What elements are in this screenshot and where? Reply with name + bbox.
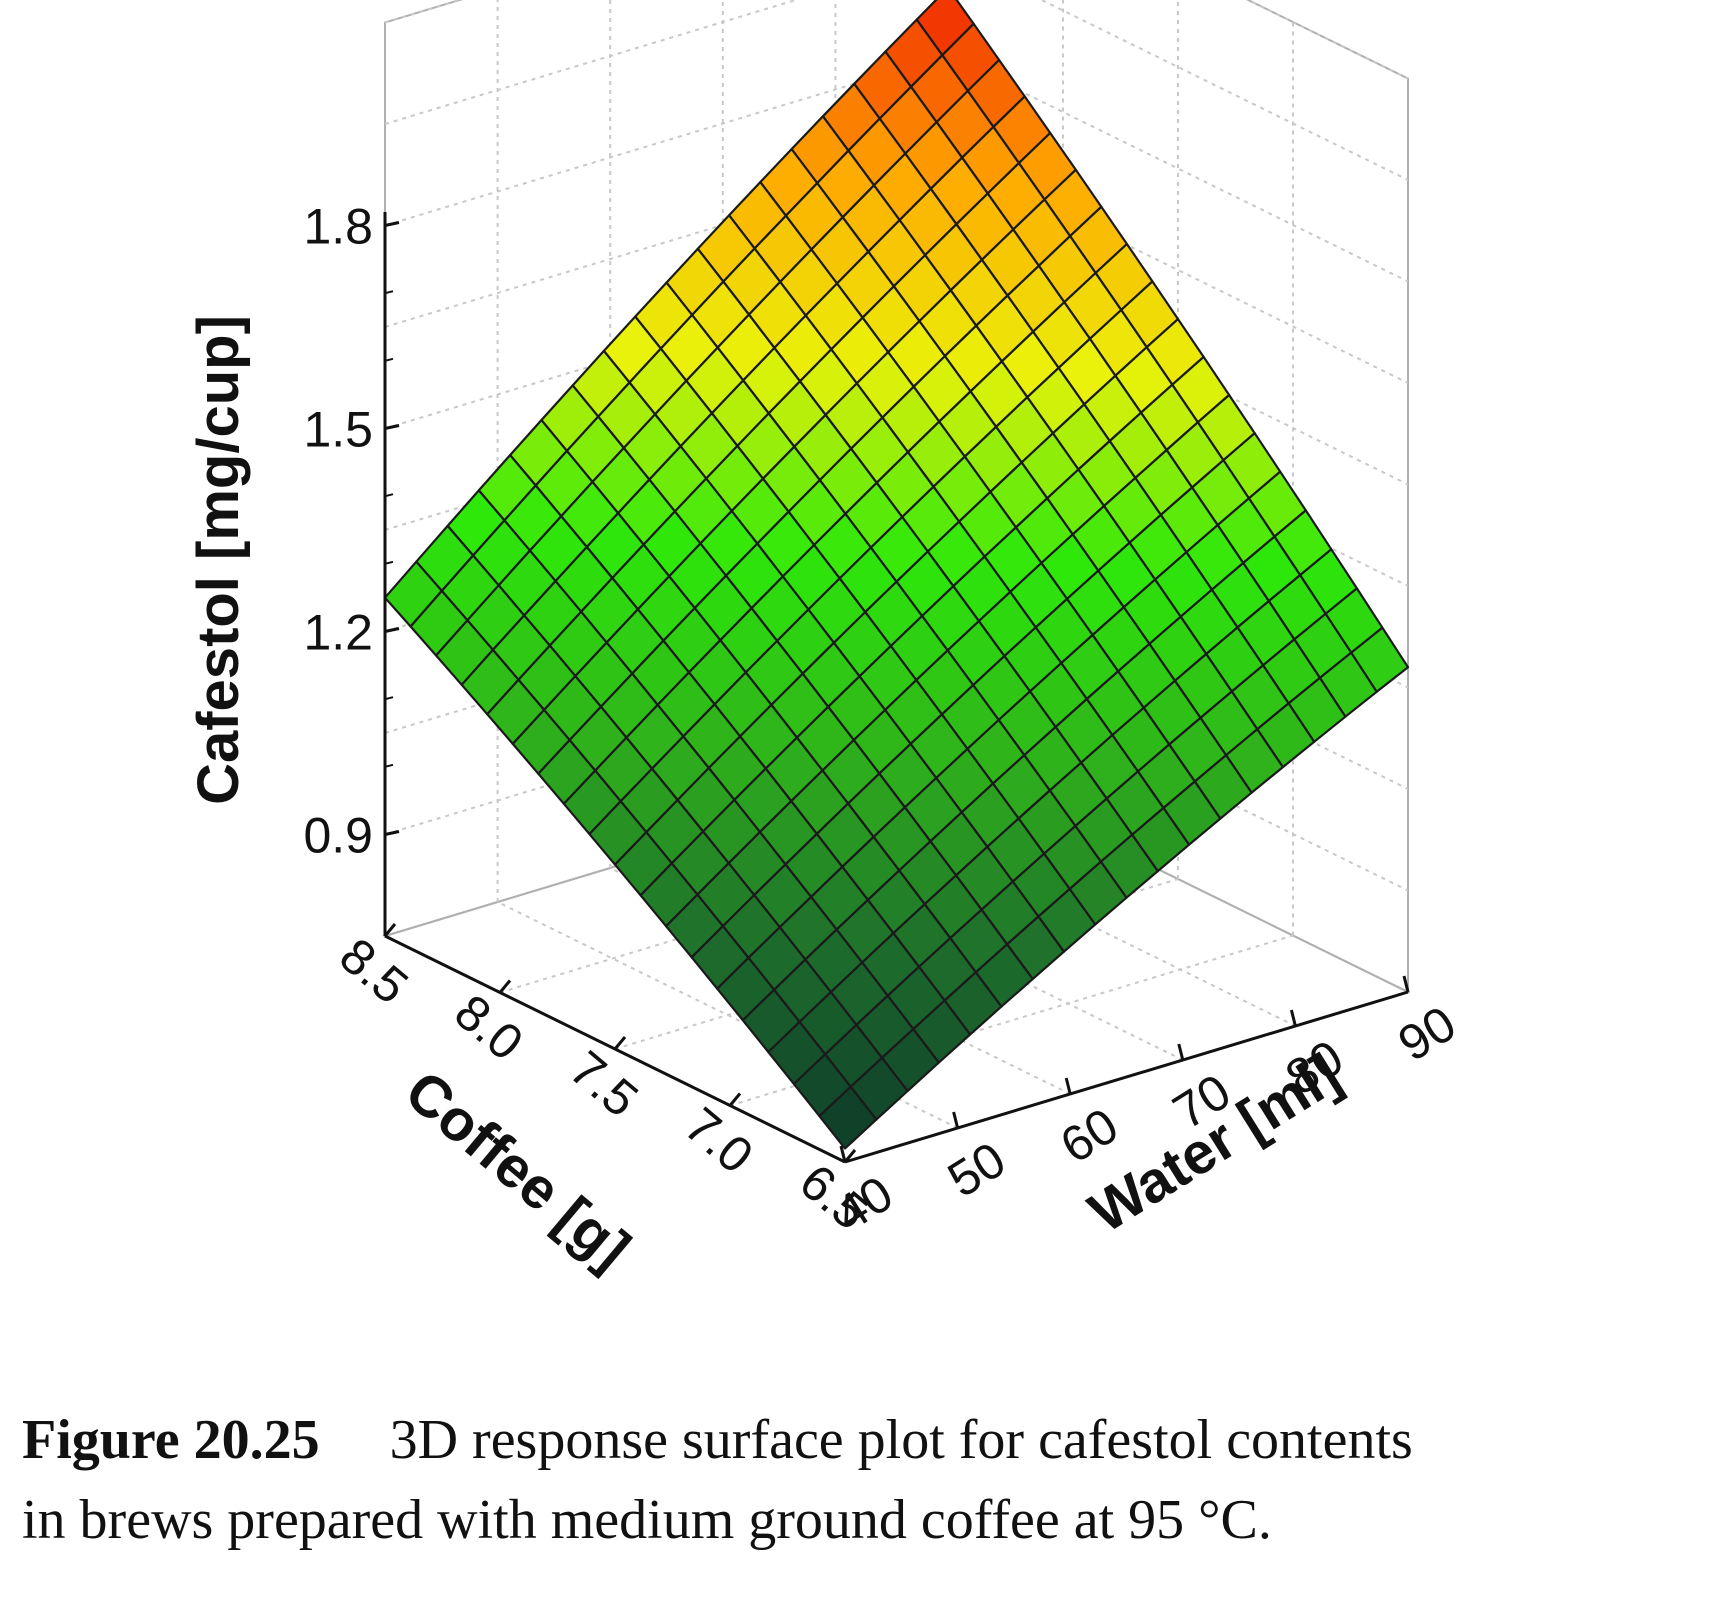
figure-caption: Figure 20.25 3D response surface plot for…	[22, 1400, 1702, 1560]
z-minor-tick	[384, 493, 394, 498]
x-tick-mark	[1289, 1009, 1297, 1027]
x-tick-label: 60	[1051, 1097, 1128, 1174]
x-tick-label: 90	[1389, 995, 1466, 1072]
y-tick-label: 8.0	[444, 984, 533, 1072]
z-minor-tick	[384, 290, 394, 295]
z-minor-tick	[384, 696, 394, 701]
y-tick-mark	[383, 923, 397, 937]
y-tick-mark	[498, 979, 512, 994]
surface-plot: 0.91.21.51.86.57.07.58.08.540 50 60 70 80 90 …	[186, 0, 1466, 1282]
y-tick-mark	[613, 1036, 627, 1050]
z-minor-tick	[384, 357, 394, 362]
x-tick-label: 50	[938, 1131, 1015, 1208]
response-surface	[383, 0, 1410, 1150]
y-tick-label: 7.5	[559, 1040, 648, 1128]
axes	[383, 211, 1410, 1164]
z-tick-label: 1.2	[303, 605, 373, 661]
z-tick-label: 0.9	[303, 808, 373, 864]
z-tick-label: 1.8	[303, 199, 373, 255]
x-tick-mark	[1177, 1043, 1185, 1061]
y-tick-mark	[843, 1149, 857, 1163]
y-tick-label: 7.0	[674, 1097, 763, 1185]
z-axis-label: Cafestol [mg/cup]	[186, 315, 251, 805]
y-tick-label: 8.5	[329, 927, 418, 1015]
z-tick-label: 1.5	[303, 402, 373, 458]
z-minor-tick	[384, 831, 394, 836]
x-tick-mark	[1402, 975, 1410, 993]
wall-grid-line	[384, 0, 1409, 181]
z-minor-tick	[384, 425, 394, 430]
z-minor-tick	[384, 628, 394, 633]
caption-line-2: in brews prepared with medium ground cof…	[22, 1489, 1272, 1551]
x-tick-mark	[952, 1111, 960, 1129]
z-tick-mark	[384, 221, 400, 227]
surface-cell	[818, 1085, 878, 1150]
z-minor-tick	[384, 560, 394, 565]
x-axis-line	[844, 990, 1409, 1164]
figure-number: Figure 20.25	[22, 1409, 320, 1471]
x-tick-mark	[839, 1145, 847, 1163]
x-tick-mark	[1064, 1077, 1072, 1095]
z-minor-tick	[384, 763, 394, 768]
y-tick-mark	[728, 1092, 742, 1107]
caption-line-1: 3D response surface plot for cafestol co…	[389, 1409, 1413, 1471]
wall-grid-line	[384, 0, 1409, 80]
